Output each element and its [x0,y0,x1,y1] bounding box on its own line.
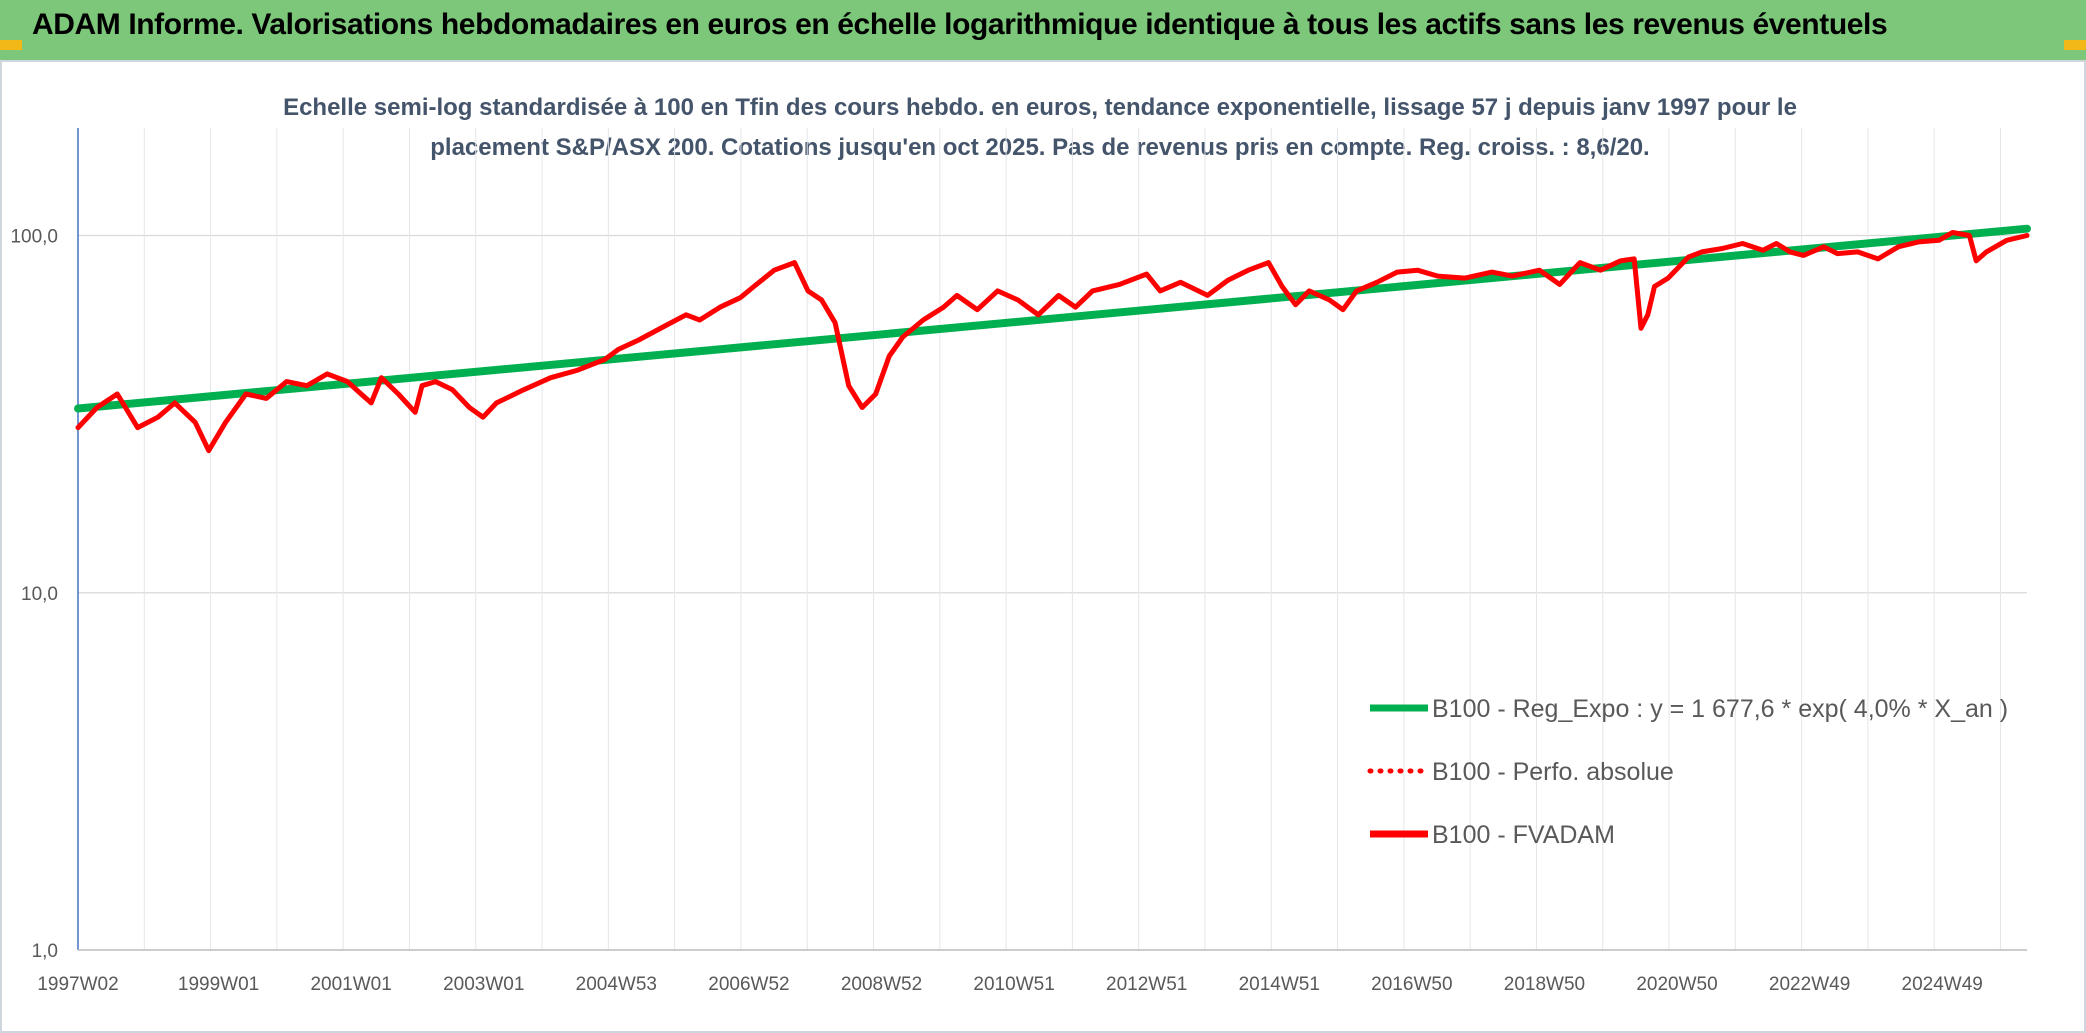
x-tick-label: 2018W50 [1504,974,1585,995]
x-tick-label: 2006W52 [708,974,789,995]
x-tick-label: 2010W51 [973,974,1054,995]
chart-frame [0,60,2086,1033]
x-tick-label: 2020W50 [1636,974,1717,995]
x-tick-label: 2016W50 [1371,974,1452,995]
y-tick-label: 10,0 [21,584,58,605]
series-lines [74,224,2031,454]
legend-label: B100 - Reg_Expo : y = 1 677,6 * exp( 4,0… [1432,695,2008,723]
legend-label: B100 - Perfo. absolue [1432,758,1674,786]
x-tick-label: 2008W52 [841,974,922,995]
axes: 1,0 10,0 100,0 1997W02 1999W01 2001W01 2003W01… [10,128,2027,995]
x-tick-label: 2022W49 [1769,974,1850,995]
x-tick-label: 2012W51 [1106,974,1187,995]
gridlines [77,128,2027,951]
x-tick-label: 1997W02 [37,974,118,995]
chart-title: Echelle semi-log standardisée à 100 en T… [283,94,1797,161]
x-tick-label: 2003W01 [443,974,524,995]
y-tick-label: 1,0 [32,941,58,962]
x-tick-label: 2014W51 [1239,974,1320,995]
x-tick-label: 2024W49 [1902,974,1983,995]
report-header: ADAM Informe. Valorisations hebdomadaire… [0,0,2086,60]
x-tick-label: 2004W53 [576,974,657,995]
corner-marker-right [2064,40,2086,50]
series-fvadam-line [75,230,2030,454]
legend-label: B100 - FVADAM [1432,821,1615,849]
x-tick-label: 2001W01 [310,974,391,995]
series-trend-line [74,224,2031,413]
corner-marker-left [0,40,22,50]
legend: B100 - Reg_Expo : y = 1 677,6 * exp( 4,0… [1367,695,2008,849]
report-title: ADAM Informe. Valorisations hebdomadaire… [32,8,1888,41]
x-tick-label: 1999W01 [178,974,259,995]
y-tick-label: 100,0 [10,227,58,248]
